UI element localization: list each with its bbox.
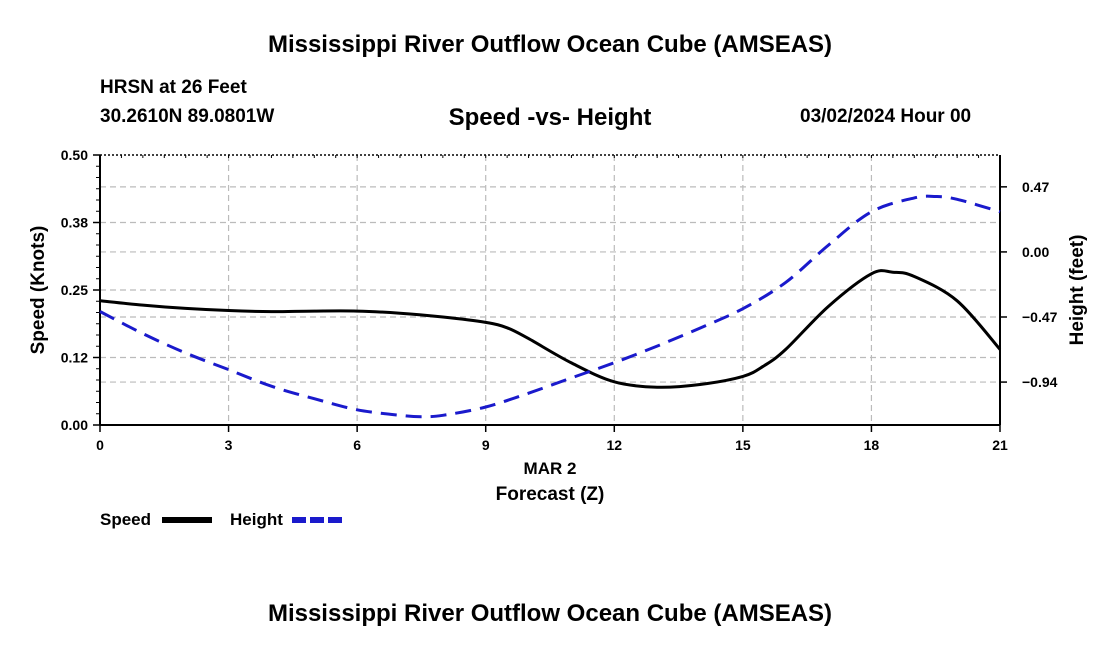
y-right-tick-label: −0.47 — [1022, 309, 1058, 325]
x-tick-label: 6 — [353, 437, 361, 453]
series-speed-line — [99, 269, 1002, 389]
legend-speed-label: Speed — [100, 510, 151, 529]
y-left-axis-title: Speed (Knots) — [28, 226, 49, 355]
x-tick-label: 9 — [482, 437, 490, 453]
x-tick-label: 18 — [864, 437, 880, 453]
x-tick-label: 12 — [606, 437, 622, 453]
y-right-tick-label: −0.94 — [1022, 374, 1058, 390]
y-left-tick-label: 0.50 — [61, 147, 88, 163]
footer-title: Mississippi River Outflow Ocean Cube (AM… — [267, 600, 833, 627]
y-left-tick-label: 0.00 — [61, 417, 88, 433]
y-left-tick-label: 0.38 — [61, 215, 88, 231]
coordinates-label: 30.2610N 89.0801W — [100, 106, 275, 127]
x-tick-label: 21 — [992, 437, 1008, 453]
series-height-line — [99, 194, 1001, 419]
x-tick-label: 15 — [735, 437, 751, 453]
datetime-label: 03/02/2024 Hour 00 — [800, 106, 972, 127]
x-tick-label: 0 — [96, 437, 104, 453]
legend-height-label: Height — [230, 510, 283, 529]
y-right-axis-title: Height (feet) — [1067, 235, 1088, 346]
chart-subtitle: Speed -vs- Height — [449, 104, 652, 131]
x-date-label: MAR 2 — [524, 459, 577, 478]
station-label: HRSN at 26 Feet — [100, 77, 247, 98]
chart-main-title: Mississippi River Outflow Ocean Cube (AM… — [267, 31, 833, 58]
y-right-tick-label: 0.00 — [1022, 244, 1049, 260]
x-axis-title: Forecast (Z) — [496, 484, 605, 505]
x-tick-label: 3 — [225, 437, 233, 453]
y-left-tick-label: 0.25 — [61, 282, 88, 298]
y-left-tick-label: 0.12 — [61, 350, 88, 366]
y-right-tick-label: 0.47 — [1022, 179, 1049, 195]
